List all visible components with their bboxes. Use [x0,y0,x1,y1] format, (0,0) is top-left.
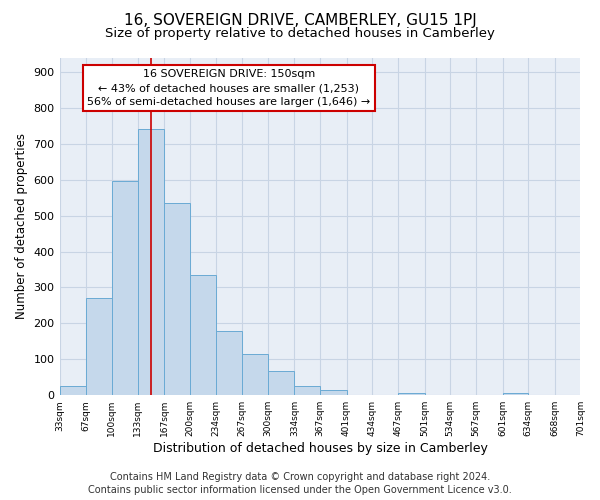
X-axis label: Distribution of detached houses by size in Camberley: Distribution of detached houses by size … [152,442,487,455]
Bar [190,275,216,395]
Text: 16 SOVEREIGN DRIVE: 150sqm
← 43% of detached houses are smaller (1,253)
56% of s: 16 SOVEREIGN DRIVE: 150sqm ← 43% of deta… [87,69,370,107]
Y-axis label: Number of detached properties: Number of detached properties [15,134,28,320]
Bar [164,203,190,395]
Bar [398,392,425,395]
Text: Size of property relative to detached houses in Camberley: Size of property relative to detached ho… [105,28,495,40]
Bar [503,392,528,395]
Bar [59,386,86,395]
Bar [112,182,137,395]
Bar [86,298,112,395]
Bar [137,130,164,395]
Bar [242,354,268,395]
Text: Contains HM Land Registry data © Crown copyright and database right 2024.
Contai: Contains HM Land Registry data © Crown c… [88,472,512,495]
Bar [216,332,242,395]
Bar [268,371,294,395]
Text: 16, SOVEREIGN DRIVE, CAMBERLEY, GU15 1PJ: 16, SOVEREIGN DRIVE, CAMBERLEY, GU15 1PJ [124,12,476,28]
Bar [320,390,347,395]
Bar [294,386,320,395]
